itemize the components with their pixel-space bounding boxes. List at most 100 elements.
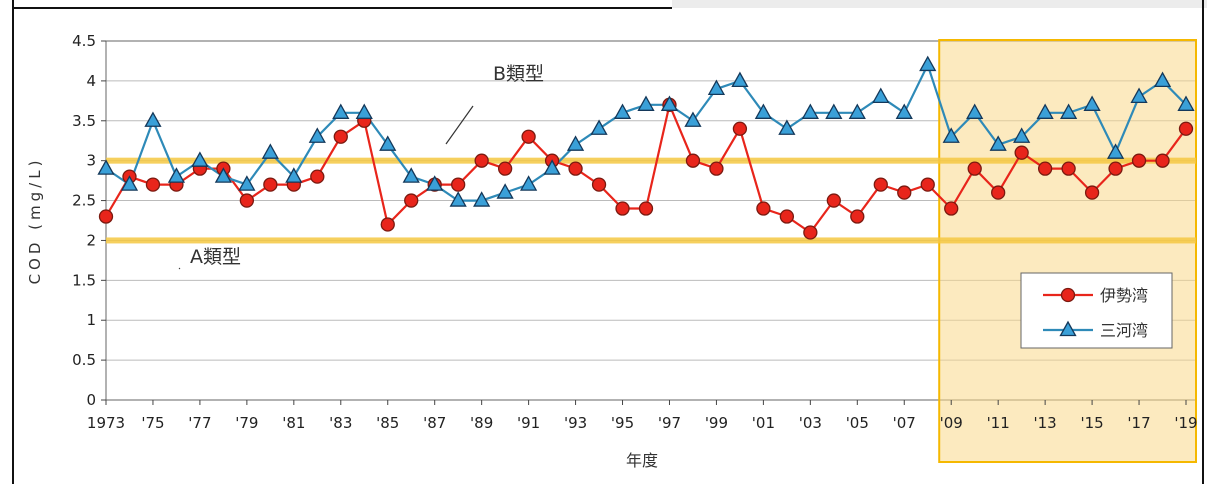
reference-band [106, 157, 1196, 164]
data-point-2 [379, 135, 397, 151]
x-tick-label: '11 [987, 414, 1010, 432]
data-point-1 [803, 225, 818, 240]
data-point-1 [615, 201, 630, 216]
data-point-2 [872, 87, 890, 103]
y-tick-label: 3.5 [72, 112, 96, 130]
y-tick-label: 2.5 [72, 192, 96, 210]
data-point-1 [474, 153, 489, 168]
x-tick-label: '09 [940, 414, 963, 432]
legend-label-2: 三河湾 [1100, 321, 1148, 340]
data-point-1 [310, 169, 325, 184]
data-point-1 [263, 177, 278, 192]
data-point-1 [521, 129, 536, 144]
x-tick-label: '17 [1127, 414, 1150, 432]
x-tick-label: '77 [188, 414, 211, 432]
x-tick-label: '89 [470, 414, 493, 432]
data-point-1 [944, 201, 959, 216]
data-point-2 [801, 103, 819, 119]
data-point-1 [568, 161, 583, 176]
data-point-1 [1084, 185, 1100, 200]
x-axis-label: 年度 [626, 451, 658, 470]
y-tick-label: 4 [86, 72, 96, 90]
data-point-2 [355, 103, 373, 119]
data-point-2 [402, 167, 420, 183]
x-tick-label: '19 [1174, 414, 1197, 432]
data-point-2 [590, 119, 608, 135]
data-point-1 [732, 121, 748, 136]
data-point-2 [660, 95, 679, 111]
data-point-2 [120, 175, 139, 191]
data-point-1 [826, 193, 841, 208]
data-point-2 [191, 151, 209, 167]
x-tick-label: '97 [658, 414, 681, 432]
data-point-2 [989, 135, 1007, 151]
legend-label-1: 伊勢湾 [1100, 286, 1148, 305]
x-tick-label: '13 [1034, 414, 1057, 432]
data-point-2 [966, 103, 984, 119]
data-point-2 [449, 191, 467, 207]
y-tick-label: 2 [86, 231, 96, 249]
highlight-region [938, 39, 1198, 463]
y-tick-label: 1 [86, 311, 96, 329]
reference-label-b-leader [445, 105, 474, 145]
x-tick-label: '91 [517, 414, 540, 432]
reference-label-a-tick [178, 267, 181, 270]
data-point-1 [98, 209, 114, 224]
data-point-1 [1037, 161, 1053, 176]
data-point-1 [1155, 153, 1170, 168]
x-tick-label: '03 [799, 414, 822, 432]
x-tick-label: '87 [423, 414, 446, 432]
data-point-1 [991, 185, 1006, 200]
x-tick-label: '05 [846, 414, 869, 432]
data-point-1 [897, 185, 912, 200]
x-tick-label: '85 [376, 414, 399, 432]
data-point-2 [261, 143, 279, 159]
data-point-2 [778, 119, 796, 135]
y-tick-label: 1.5 [72, 271, 96, 289]
x-tick-label: '83 [329, 414, 352, 432]
x-tick-label: '93 [564, 414, 587, 432]
data-point-2 [825, 103, 843, 119]
data-point-1 [239, 193, 255, 208]
data-point-2 [285, 167, 303, 183]
data-point-1 [873, 177, 888, 192]
data-point-2 [707, 79, 726, 96]
y-tick-label: 4.5 [72, 32, 96, 50]
data-point-2 [238, 175, 256, 191]
data-point-1 [591, 177, 607, 192]
data-point-1 [333, 129, 348, 144]
data-point-1 [756, 201, 771, 216]
data-point-2 [1036, 103, 1054, 119]
y-tick-label: 0 [86, 391, 96, 409]
data-point-2 [426, 175, 444, 191]
data-point-2 [895, 103, 913, 119]
data-point-2 [1130, 87, 1148, 103]
data-point-2 [214, 167, 232, 183]
data-point-1 [380, 217, 395, 232]
legend-marker-1 [1060, 287, 1076, 303]
reference-label-b: B類型 [493, 63, 544, 85]
x-tick-label: '99 [705, 414, 728, 432]
data-point-1 [920, 177, 935, 192]
x-tick-label: '01 [752, 414, 775, 432]
x-tick-label: '75 [141, 414, 164, 432]
x-tick-label: '07 [893, 414, 916, 432]
data-point-1 [1108, 161, 1123, 176]
data-point-2 [144, 111, 162, 127]
data-point-2 [1013, 127, 1031, 143]
data-point-1 [1061, 161, 1076, 176]
data-point-2 [1083, 95, 1101, 111]
data-point-1 [1131, 153, 1147, 168]
data-point-1 [850, 209, 865, 224]
data-point-1 [1178, 121, 1194, 136]
x-tick-label: '95 [611, 414, 634, 432]
data-point-1 [709, 161, 724, 176]
x-tick-label: '79 [235, 414, 258, 432]
y-axis-label: COD (mg/L) [26, 157, 44, 285]
data-point-2 [942, 127, 960, 143]
data-point-2 [754, 103, 772, 119]
data-point-1 [779, 209, 795, 224]
data-point-1 [145, 177, 161, 192]
data-point-2 [496, 183, 514, 199]
data-point-1 [685, 153, 701, 168]
